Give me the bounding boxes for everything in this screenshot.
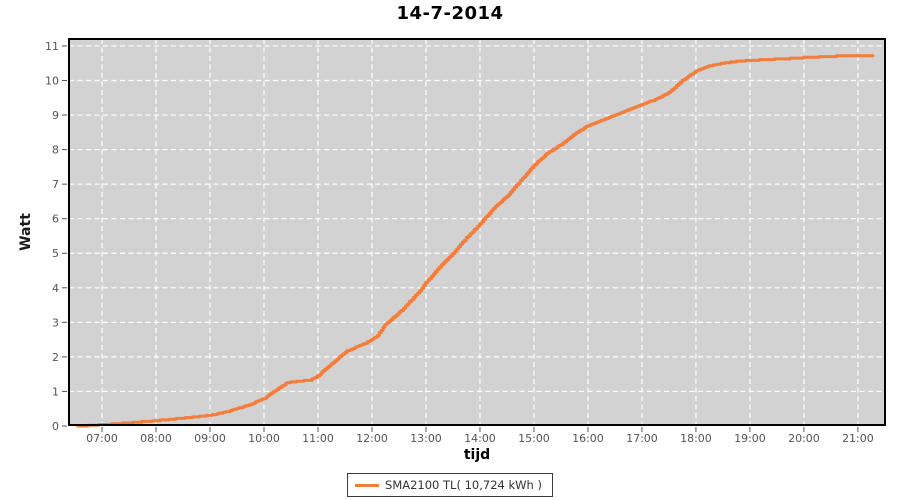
x-tick-label: 14:00	[464, 432, 496, 445]
y-tick-label: 2	[52, 351, 59, 364]
y-tick-label: 9	[52, 109, 59, 122]
legend-label: SMA2100 TL( 10,724 kWh )	[385, 478, 542, 492]
series-line	[76, 54, 875, 428]
x-axis-label: tijd	[463, 447, 491, 463]
y-tick-label: 7	[52, 178, 59, 191]
plot-border	[68, 38, 886, 426]
x-tick-label: 21:00	[842, 432, 874, 445]
x-tick-label: 20:00	[788, 432, 820, 445]
x-tick-label: 08:00	[140, 432, 172, 445]
x-tick-label: 13:00	[410, 432, 442, 445]
y-tick-label: 11	[45, 40, 59, 53]
y-tick-label: 0	[52, 420, 59, 433]
y-axis-label: Watt	[18, 213, 34, 251]
legend-line-swatch	[355, 483, 380, 487]
y-tick-label: 4	[52, 282, 59, 295]
x-tick-label: 07:00	[86, 432, 118, 445]
x-tick-label: 11:00	[302, 432, 334, 445]
y-tick-label: 8	[52, 144, 59, 157]
legend: SMA2100 TL( 10,724 kWh )	[347, 473, 553, 497]
x-tick-label: 16:00	[572, 432, 604, 445]
chart-title: 14-7-2014	[396, 3, 504, 24]
y-tick-label: 1	[52, 385, 59, 398]
x-tick-label: 19:00	[734, 432, 766, 445]
x-tick-label: 17:00	[626, 432, 658, 445]
y-tick-label: 5	[52, 247, 59, 260]
x-tick-label: 12:00	[356, 432, 388, 445]
y-tick-label: 3	[52, 316, 59, 329]
x-tick-label: 09:00	[194, 432, 226, 445]
y-tick-label: 10	[45, 74, 59, 87]
plot-area	[68, 38, 886, 426]
x-tick-label: 18:00	[680, 432, 712, 445]
y-tick-label: 6	[52, 213, 59, 226]
x-tick-label: 10:00	[248, 432, 280, 445]
x-tick-label: 15:00	[518, 432, 550, 445]
